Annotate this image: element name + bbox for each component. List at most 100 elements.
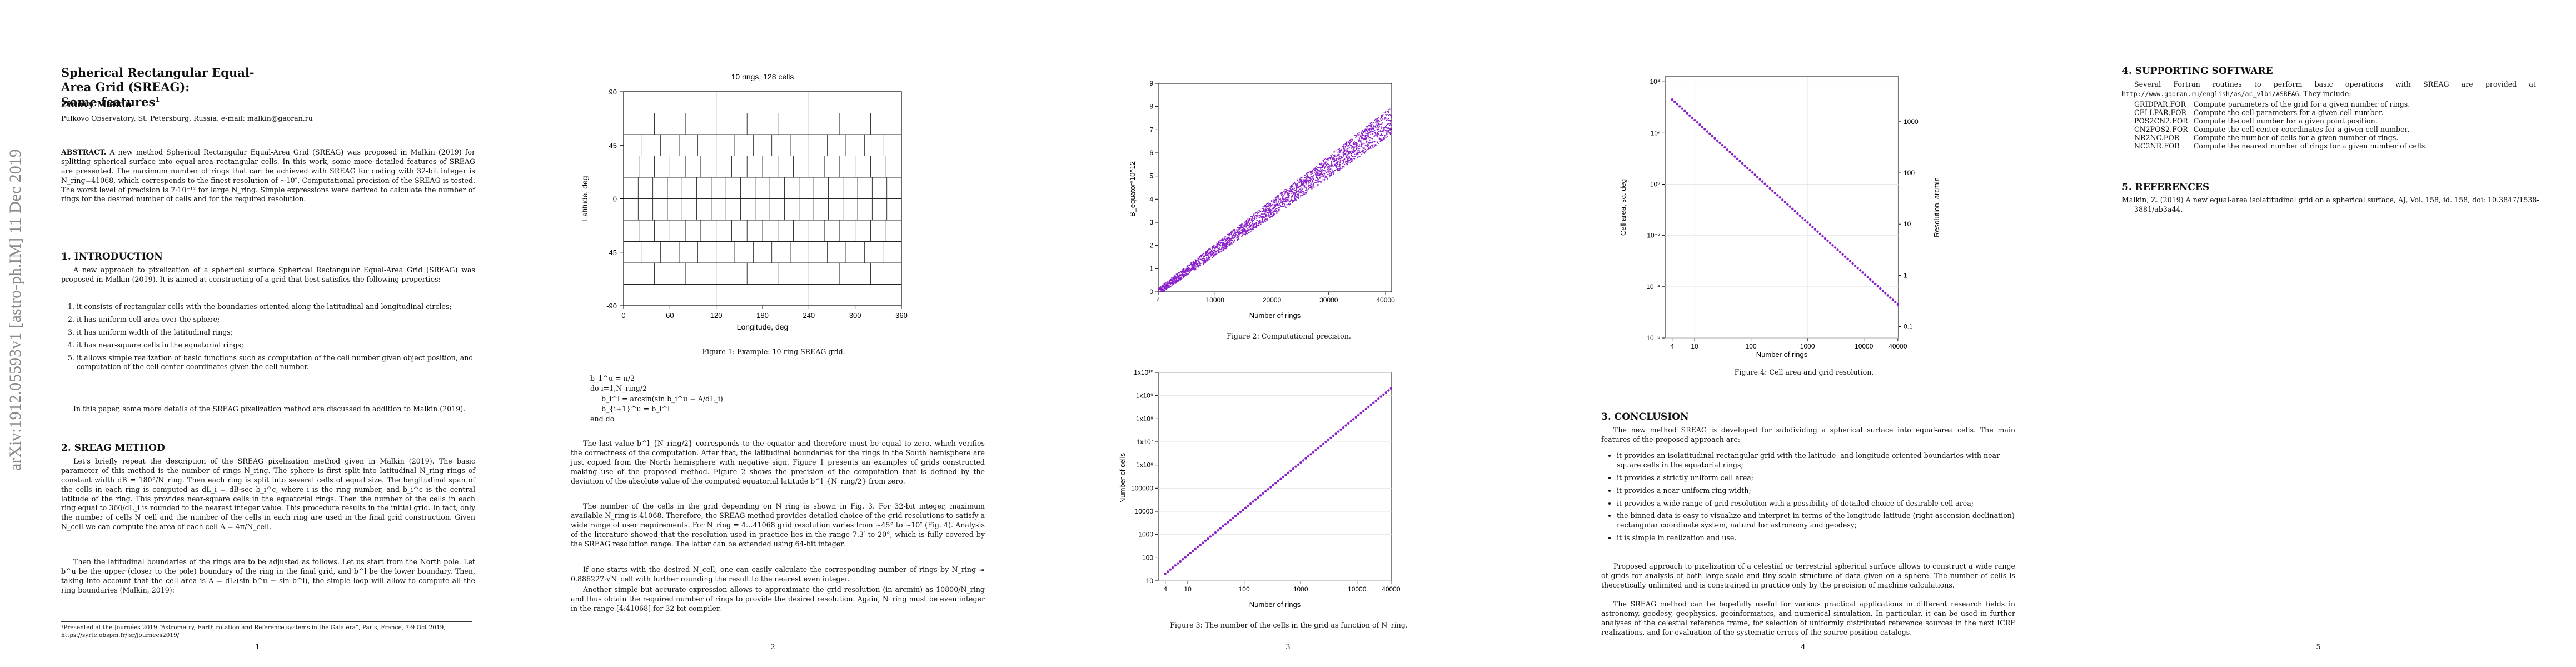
cells-point: [1249, 502, 1252, 505]
precision-point: [1291, 196, 1292, 198]
cells-point: [1202, 541, 1204, 544]
precision-point: [1243, 231, 1245, 232]
precision-point: [1180, 276, 1182, 278]
conclusion-para-1: Proposed approach to pixelization of a c…: [1601, 562, 2015, 589]
precision-point: [1299, 191, 1301, 193]
precision-point: [1280, 199, 1282, 201]
precision-point: [1366, 140, 1367, 142]
cells-point: [1354, 416, 1357, 419]
precision-point: [1318, 170, 1320, 171]
area-point: [1753, 173, 1756, 176]
precision-point: [1366, 136, 1368, 138]
precision-point: [1245, 221, 1247, 223]
precision-point: [1352, 148, 1354, 150]
precision-point: [1209, 258, 1211, 260]
y-tick-label: 0: [1149, 288, 1153, 296]
cells-point: [1212, 533, 1214, 536]
precision-point: [1285, 188, 1287, 191]
precision-point: [1264, 217, 1266, 218]
precision-point: [1311, 188, 1313, 190]
precision-point: [1168, 285, 1170, 287]
precision-point: [1330, 163, 1332, 165]
precision-point: [1272, 209, 1274, 211]
cells-point: [1244, 506, 1247, 509]
area-point: [1688, 114, 1691, 117]
precision-point: [1218, 248, 1219, 250]
area-point: [1876, 285, 1879, 288]
precision-point: [1204, 255, 1206, 257]
figure-2-caption: Figure 2: Computational precision.: [1227, 332, 1351, 340]
precision-point: [1260, 211, 1262, 212]
precision-point: [1275, 197, 1277, 198]
precision-point: [1359, 156, 1361, 157]
precision-point: [1388, 114, 1389, 116]
area-point: [1716, 139, 1719, 142]
precision-point: [1245, 232, 1247, 233]
section-1-after: In this paper, some more details of the …: [73, 405, 466, 413]
routine-row: GRIDPAR.FOR Compute parameters of the gri…: [2134, 100, 2433, 108]
precision-point: [1159, 287, 1161, 289]
routine-description: Compute parameters of the grid for a giv…: [2193, 100, 2410, 108]
area-point: [1733, 155, 1736, 158]
page-number-3: 3: [1285, 643, 1291, 651]
precision-point: [1324, 166, 1326, 167]
x-tick-label: 10: [1184, 585, 1192, 593]
precision-point: [1270, 209, 1272, 211]
precision-point: [1165, 285, 1168, 287]
cells-point: [1197, 545, 1199, 549]
precision-point: [1169, 283, 1170, 285]
precision-point: [1377, 133, 1379, 135]
precision-point: [1349, 157, 1351, 160]
cells-point: [1177, 562, 1179, 565]
precision-point: [1377, 122, 1378, 124]
cells-point: [1277, 480, 1279, 482]
precision-point: [1372, 144, 1374, 146]
precision-point: [1371, 129, 1372, 131]
precision-point: [1235, 229, 1237, 231]
precision-point: [1320, 168, 1322, 170]
precision-point: [1312, 172, 1314, 174]
precision-point: [1287, 194, 1288, 196]
affiliation: Pulkovo Observatory, St. Petersburg, Rus…: [61, 114, 313, 122]
precision-point: [1389, 128, 1391, 131]
precision-point: [1369, 130, 1371, 132]
precision-point: [1237, 232, 1238, 234]
precision-point: [1252, 227, 1253, 229]
precision-point: [1352, 152, 1354, 153]
area-point: [1776, 193, 1779, 197]
precision-point: [1388, 127, 1389, 129]
precision-point: [1342, 147, 1344, 148]
figure-1-xticks: 0 60 120 180 240 300 360: [621, 306, 908, 320]
precision-point: [1376, 125, 1378, 127]
precision-point: [1363, 147, 1365, 150]
precision-point: [1282, 201, 1283, 202]
precision-point: [1250, 216, 1252, 218]
precision-point: [1284, 204, 1285, 206]
precision-point: [1328, 167, 1330, 168]
precision-point: [1346, 150, 1347, 152]
precision-point: [1177, 276, 1179, 278]
precision-point: [1323, 170, 1325, 171]
area-point: [1736, 157, 1739, 160]
software-link[interactable]: http://www.gaoran.ru/english/as/ac_vlbi/…: [2122, 89, 2299, 98]
precision-point: [1287, 196, 1288, 198]
precision-point: [1349, 143, 1351, 145]
precision-point: [1241, 234, 1243, 236]
precision-point: [1367, 137, 1369, 139]
precision-point: [1347, 164, 1348, 166]
precision-point: [1383, 112, 1385, 114]
precision-point: [1167, 283, 1169, 285]
precision-point: [1228, 240, 1230, 242]
precision-point: [1312, 175, 1314, 177]
precision-point: [1389, 127, 1391, 130]
precision-point: [1262, 220, 1263, 222]
precision-point: [1276, 196, 1278, 197]
precision-point: [1308, 187, 1309, 189]
area-point: [1713, 137, 1716, 140]
precision-point: [1199, 261, 1200, 263]
precision-point: [1286, 190, 1288, 191]
precision-point: [1241, 223, 1243, 225]
precision-point: [1308, 177, 1310, 178]
precision-point: [1346, 156, 1348, 158]
area-point: [1701, 126, 1704, 128]
